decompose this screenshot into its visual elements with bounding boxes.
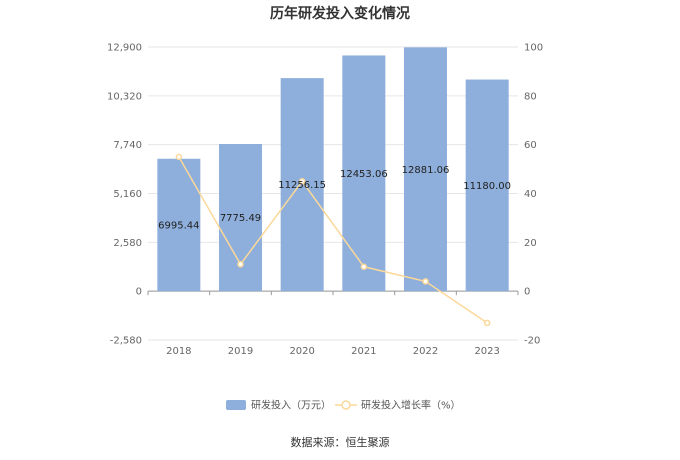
- y-left-tick-label: 2,580: [113, 238, 142, 249]
- bar: [465, 79, 509, 292]
- growth-point: [175, 153, 183, 161]
- x-tick-label: 2022: [413, 346, 438, 357]
- growth-line: [178, 156, 488, 324]
- bar-data-label: 12881.06: [402, 165, 450, 176]
- growth-point: [237, 261, 244, 268]
- y-right-tick-label: 100: [524, 43, 543, 54]
- y-left-tick-label: 12,900: [107, 43, 142, 54]
- legend-swatch-bar: [226, 400, 246, 410]
- legend-swatch-line-marker: [341, 400, 351, 410]
- x-tick-label: 2023: [474, 346, 499, 357]
- bar-data-label: 12453.06: [340, 169, 388, 180]
- chart-title: 历年研发投入变化情况: [270, 6, 410, 22]
- y-left-tick-label: 10,320: [107, 91, 142, 102]
- source-note: 数据来源：恒生聚源: [290, 436, 390, 449]
- y-right-tick-label: 60: [524, 140, 537, 151]
- bar-data-label: 6995.44: [158, 220, 199, 231]
- y-right-tick-label: 20: [524, 238, 537, 249]
- y-right-tick-label: 0: [524, 287, 530, 298]
- y-right-tick-label: 40: [524, 189, 537, 200]
- bar-data-label: 11256.15: [278, 180, 326, 191]
- y-left-tick-label: -2,580: [110, 336, 142, 347]
- y-left-tick-label: 5,160: [113, 189, 142, 200]
- bar-data-label: 7775.49: [220, 213, 261, 224]
- x-tick-label: 2021: [351, 346, 376, 357]
- bar: [280, 78, 324, 292]
- y-right-tick-label: 80: [524, 91, 537, 102]
- y-left-tick-label: 0: [136, 287, 142, 298]
- y-right-tick-label: -20: [524, 336, 540, 347]
- x-tick-label: 2018: [166, 346, 191, 357]
- bar-data-label: 11180.00: [463, 181, 511, 192]
- y-left-tick-label: 7,740: [113, 140, 142, 151]
- growth-point: [422, 278, 429, 285]
- legend-label-bar: 研发投入（万元）: [251, 399, 331, 412]
- legend-label-line: 研发投入增长率（%）: [361, 399, 461, 412]
- growth-point: [360, 263, 368, 270]
- bar: [342, 55, 386, 292]
- x-tick-label: 2019: [228, 346, 253, 357]
- bar: [404, 47, 447, 292]
- x-tick-label: 2020: [289, 346, 314, 357]
- growth-point: [298, 178, 306, 185]
- growth-point: [483, 319, 491, 327]
